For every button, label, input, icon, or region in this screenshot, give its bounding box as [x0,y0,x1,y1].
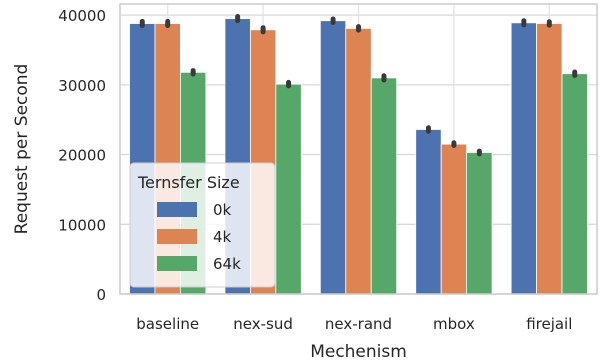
y-tick-label: 10000 [58,216,106,234]
bar-mbox-64k [466,152,493,295]
legend-swatch-0k [157,202,197,217]
bar-firejail-64k [561,73,588,295]
x-tick-label: baseline [136,315,199,333]
bar-nex-rand-0k [319,20,347,295]
legend-label-64k: 64k [213,255,241,273]
bar-mbox-0k [415,129,442,295]
legend-title: Ternsfer Size [137,173,240,192]
bar-nex-rand-64k [370,77,398,295]
bar-nex-rand-4k [345,27,372,295]
plot-frame [119,3,598,295]
x-tick-label: firejail [526,315,572,333]
y-tick-label: 0 [96,286,106,304]
legend-swatch-64k [157,256,197,271]
x-tick-label: nex-sud [233,315,293,333]
x-axis-label: Mechenism [310,342,407,362]
x-tick-labels: baseline nex-sud nex-rand mbox firejail [136,315,572,333]
y-tick-label: 30000 [58,77,106,95]
bar-firejail-0k [510,22,537,295]
legend: Ternsfer Size 0k 4k 64k [129,162,276,288]
y-tick-labels: 0 10000 20000 30000 40000 [58,7,106,304]
bar-nex-sud-64k [275,83,302,295]
y-tick-label: 20000 [58,147,106,165]
y-tick-label: 40000 [58,7,106,25]
legend-swatch-4k [157,229,197,244]
error-bars-group [139,14,578,157]
bar-mbox-4k [440,143,468,295]
x-tick-label: nex-rand [325,315,392,333]
legend-label-0k: 0k [213,201,232,219]
x-tick-label: mbox [433,315,475,333]
legend-label-4k: 4k [213,228,232,246]
bar-firejail-4k [536,23,563,295]
y-axis-label: Request per Second [12,64,32,235]
